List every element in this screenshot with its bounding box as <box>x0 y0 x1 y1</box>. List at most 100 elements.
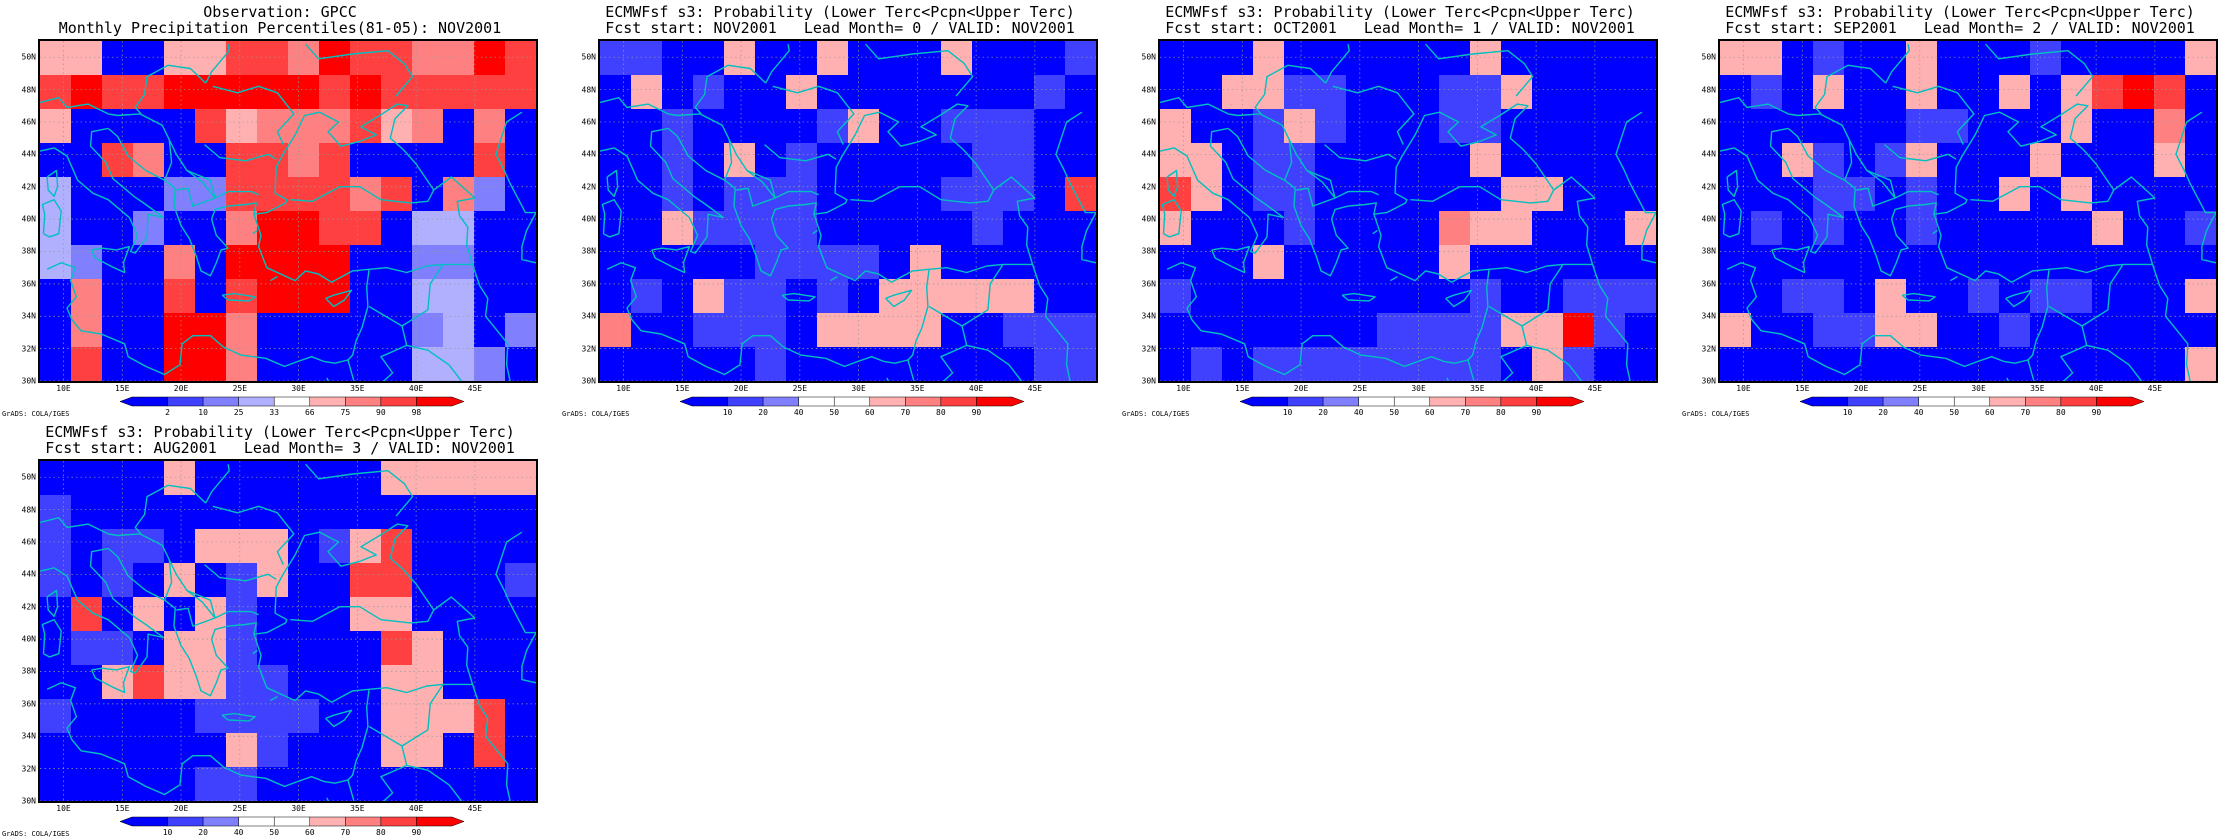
grid-cell <box>40 529 72 564</box>
grid-cell <box>1253 313 1285 348</box>
grid-cell <box>631 109 663 144</box>
grid-cell <box>2154 313 2186 348</box>
latitude-label: 34N <box>1701 311 1716 321</box>
grid-cell <box>941 143 973 178</box>
colorbar-label: 33 <box>269 408 280 417</box>
longitude-labels: 10E 15E 20E 25E 30E 35E 40E 45E <box>600 384 1096 396</box>
grid-cell <box>2185 75 2216 110</box>
grid-cell <box>910 75 942 110</box>
grid-cell <box>600 347 632 381</box>
coastline <box>1985 43 2094 97</box>
grid-cell <box>1408 177 1440 212</box>
grid-cell <box>164 631 196 666</box>
map-canvas <box>1160 41 1656 381</box>
grid-cell <box>319 177 351 212</box>
grid-cell <box>1999 143 2031 178</box>
colorbar-swatch <box>380 396 417 407</box>
grid-cell <box>1034 347 1066 381</box>
grid-cell <box>381 699 413 734</box>
grid-cell <box>1377 109 1409 144</box>
grid-cell <box>724 279 756 314</box>
grid-cell <box>1470 75 1502 110</box>
colorbar-label: 90 <box>2091 408 2102 417</box>
grid-cell <box>1315 41 1347 76</box>
longitude-label: 35E <box>350 804 365 813</box>
grid-cell <box>1003 75 1035 110</box>
latitude-label: 46N <box>1701 117 1716 127</box>
coastline <box>1372 229 1378 235</box>
grid-cell <box>257 143 289 178</box>
grid-cell <box>910 41 942 76</box>
grid-cell <box>1253 279 1285 314</box>
grid-cell <box>2123 279 2155 314</box>
grid-cell <box>1782 143 1814 178</box>
grid-cell <box>1377 41 1409 76</box>
grid-cell <box>195 563 227 598</box>
grid-cell <box>412 563 444 598</box>
grid-cell <box>1439 347 1471 381</box>
grid-cell <box>1439 313 1471 348</box>
grid-cell <box>786 313 818 348</box>
grid-cell <box>1751 211 1783 246</box>
grid-cell <box>848 347 880 381</box>
panel-title: ECMWFsf s3: Probability (Lower Terc<Pcpn… <box>605 3 1075 21</box>
coastline <box>91 245 131 274</box>
grid-cell <box>2123 245 2155 280</box>
grid-cell <box>319 347 351 381</box>
latitude-label: 42N <box>1701 182 1716 192</box>
longitude-label: 25E <box>232 384 248 393</box>
coastline <box>305 463 414 517</box>
grid-cell <box>164 279 196 314</box>
grid-cell <box>164 313 196 348</box>
grid-cell <box>600 313 632 348</box>
longitude-labels: 10E 15E 20E 25E 30E 35E 40E 45E <box>40 384 536 396</box>
coastline <box>221 712 256 722</box>
longitude-label: 45E <box>1027 384 1043 393</box>
grid-cell <box>71 461 103 496</box>
grid-cell <box>1439 75 1471 110</box>
grid-cell <box>1751 41 1783 76</box>
grid-cell <box>1408 313 1440 348</box>
panel-title: ECMWFsf s3: Probability (Lower Terc<Pcpn… <box>1165 3 1635 21</box>
grid-cell <box>350 143 382 178</box>
colorbar-swatch <box>1322 396 1359 407</box>
coastline <box>961 264 1004 327</box>
grid-cell <box>1968 143 2000 178</box>
grid-cell <box>2185 109 2216 144</box>
latitude-label: 46N <box>21 537 36 547</box>
grid-cell <box>786 245 818 280</box>
latitude-label: 48N <box>21 85 36 95</box>
colorbar-swatch <box>2096 396 2144 407</box>
colorbar-swatch <box>120 816 168 827</box>
grid-cell <box>381 733 413 768</box>
coastline <box>1031 264 1071 381</box>
colorbar-label: 50 <box>269 828 280 837</box>
grid-cell <box>195 529 227 564</box>
coastline <box>305 43 414 97</box>
grid-cell <box>40 245 72 280</box>
grid-cell <box>1160 177 1192 212</box>
coastline <box>325 289 353 308</box>
coastline <box>369 683 444 694</box>
colorbar-label: 98 <box>411 408 422 417</box>
coastline <box>1894 190 1939 199</box>
grid-cell <box>1563 279 1595 314</box>
map-canvas <box>40 41 536 381</box>
coastline <box>966 344 1023 381</box>
colorbar-label: 25 <box>233 408 244 417</box>
coastline <box>1892 85 1975 145</box>
grid-cell <box>941 313 973 348</box>
grid-cell <box>40 211 72 246</box>
colorbar-swatch <box>309 396 346 407</box>
latitude-label: 48N <box>1141 85 1156 95</box>
grid-cell <box>412 495 444 530</box>
latitude-label: 32N <box>581 344 596 354</box>
grid-cell <box>319 211 351 246</box>
grid-cell <box>2030 41 2062 76</box>
grid-cell <box>195 143 227 178</box>
grid-cell <box>474 109 506 144</box>
grid-cell <box>350 211 382 246</box>
coastline <box>253 633 370 781</box>
panel-title: Observation: GPCC <box>203 3 357 21</box>
longitude-label: 35E <box>910 384 925 393</box>
